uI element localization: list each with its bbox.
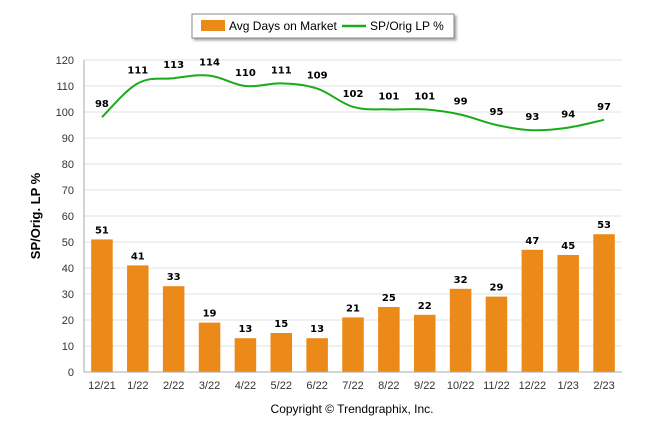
x-tick-label: 7/22 [342, 380, 363, 392]
x-tick-label: 6/22 [306, 380, 327, 392]
bar-labels: 51 41 33 19 13 15 13 21 25 22 32 29 47 45 53 [95, 220, 611, 335]
y-tick-label: 60 [62, 211, 74, 223]
x-tick-label: 2/22 [163, 380, 184, 392]
line-value-label: 111 [271, 65, 292, 76]
line-value-label: 111 [127, 65, 148, 76]
y-tick-label: 40 [62, 263, 74, 275]
x-tick-label: 9/22 [414, 380, 435, 392]
line-value-label: 95 [490, 107, 504, 118]
legend: Avg Days on Market SP/Orig LP % [191, 13, 455, 39]
line-value-label: 101 [378, 91, 399, 102]
bar-value-label: 41 [131, 251, 145, 262]
bar-2/22 [162, 286, 185, 372]
y-tick-label: 110 [56, 81, 74, 93]
bar-value-label: 13 [238, 324, 252, 335]
line-value-label: 109 [307, 71, 328, 82]
x-tick-label: 3/22 [199, 380, 220, 392]
line-value-label: 93 [525, 112, 539, 123]
x-axis-ticks: 12/21 1/22 2/22 3/22 4/22 5/22 6/22 7/22 8/22 9/2… [88, 380, 615, 392]
bar-value-label: 13 [310, 324, 324, 335]
x-tick-label: 1/22 [127, 380, 148, 392]
line-value-label: 114 [199, 58, 220, 69]
bar-value-label: 51 [95, 225, 109, 236]
line-value-label: 99 [454, 97, 468, 108]
bar-value-label: 22 [418, 301, 432, 312]
bar-value-label: 45 [561, 241, 575, 252]
line-value-label: 113 [163, 60, 184, 71]
legend-swatch-bar [201, 20, 225, 31]
line-value-label: 102 [343, 89, 364, 100]
bar-12/22 [521, 249, 544, 372]
legend-box [191, 13, 455, 39]
bar-1/23 [557, 255, 579, 372]
y-tick-label: 10 [62, 341, 74, 353]
y-tick-label: 90 [62, 133, 74, 145]
line-value-label: 94 [561, 110, 575, 121]
x-tick-label: 8/22 [378, 380, 399, 392]
line-value-label: 110 [235, 68, 256, 79]
bar-value-label: 19 [203, 309, 217, 320]
y-tick-label: 100 [56, 107, 74, 119]
y-tick-label: 80 [62, 159, 74, 171]
line-value-label: 97 [597, 102, 611, 113]
bar-value-label: 29 [490, 283, 504, 294]
legend-label-line: SP/Orig LP % [370, 19, 444, 33]
line-value-label: 101 [414, 91, 435, 102]
bar-6/22 [306, 338, 328, 372]
y-tick-label: 20 [62, 315, 74, 327]
x-tick-label: 5/22 [271, 380, 292, 392]
x-tick-label: 4/22 [235, 380, 256, 392]
bar-5/22 [270, 333, 293, 372]
bar-9/22 [413, 314, 436, 372]
bar-3/22 [198, 322, 221, 372]
y-tick-label: 70 [62, 185, 74, 197]
x-tick-label: 12/21 [88, 380, 116, 392]
x-tick-label: 1/23 [557, 380, 578, 392]
y-tick-label: 50 [62, 237, 74, 249]
y-axis-label: SP/Orig. LP % [28, 172, 43, 259]
bar-1/22 [127, 265, 149, 372]
bar-2/23 [593, 234, 615, 372]
x-tick-label: 10/22 [447, 380, 475, 392]
x-tick-label: 12/22 [519, 380, 547, 392]
y-tick-label: 30 [62, 289, 74, 301]
bar-12/21 [91, 239, 113, 372]
x-tick-label: 11/22 [483, 380, 510, 392]
bar-value-label: 53 [597, 220, 611, 231]
x-tick-label: 2/23 [593, 380, 614, 392]
bar-value-label: 21 [346, 303, 360, 314]
bar-11/22 [485, 296, 508, 372]
bar-7/22 [342, 317, 364, 372]
y-tick-label: 120 [56, 55, 74, 67]
legend-label-bar: Avg Days on Market [229, 19, 337, 33]
line-labels: 98 111 113 114 110 111 109 102 101 101 99 95 93 94 97 [95, 58, 611, 124]
y-axis-ticks: 0 10 20 30 40 50 60 70 80 90 100 110 120 [56, 55, 74, 379]
bar-value-label: 15 [274, 319, 288, 330]
bars [91, 234, 615, 372]
y-tick-label: 0 [68, 367, 74, 379]
bar-8/22 [378, 307, 400, 372]
bar-value-label: 33 [167, 272, 181, 283]
copyright-footer: Copyright © Trendgraphix, Inc. [271, 402, 434, 416]
bar-value-label: 32 [454, 275, 468, 286]
bar-value-label: 25 [382, 293, 396, 304]
bar-10/22 [449, 288, 472, 372]
series-line-sp-orig-lp [101, 74, 605, 132]
bar-value-label: 47 [525, 236, 539, 247]
bar-4/22 [234, 338, 257, 372]
line-value-label: 98 [95, 99, 109, 110]
